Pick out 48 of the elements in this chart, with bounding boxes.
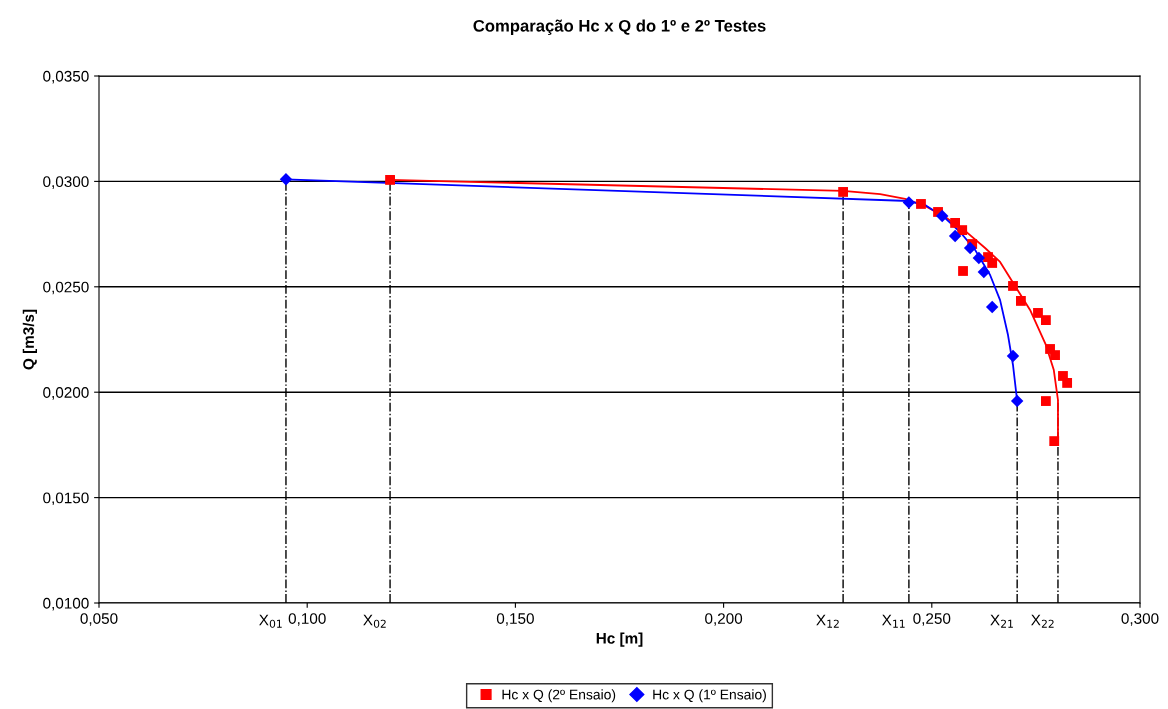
y-tick-label: 0,0150 [43,492,89,506]
point [1016,296,1026,306]
legend-label: Hc x Q (1º Ensaio) [653,689,766,703]
x-tick-label: 0,200 [705,613,743,626]
y-axis-title: Q [m3/s] [22,309,37,370]
x-tick-label: 0,100 [288,613,326,626]
point [936,209,949,223]
ref-line-label: X$_{02}$ [363,614,386,628]
point [963,241,977,255]
x-tick-label: 0,250 [913,613,951,626]
y-tick-label: 0,0250 [43,281,89,295]
y-tick-label: 0,0200 [43,387,89,400]
y-tick-label: 0,0350 [43,70,89,84]
x-tick-label: 0,050 [80,613,118,626]
point [385,175,395,185]
y-tick-label: 0,0300 [43,176,89,189]
x-tick-label: 0,150 [496,613,534,626]
point [977,265,991,279]
point [1062,378,1073,388]
point [1010,394,1024,408]
point [916,199,926,209]
legend-label: Hc x Q (2º Ensaio) [502,689,616,703]
x-axis-title: Hc [m] [596,632,643,647]
point [1006,349,1020,363]
point [902,196,916,209]
point [957,225,968,235]
point [1040,315,1051,326]
point [1050,350,1060,361]
ref-line-label: X$_{01}$ [259,614,282,628]
point [1008,281,1018,291]
point [279,173,293,186]
y-tick-label: 0,0100 [43,597,89,611]
chart-title: Comparação Hc x Q do 1º e 2º Testes [473,19,766,36]
point [1033,308,1043,318]
point [972,251,986,265]
point [838,187,849,197]
ref-line-label: X$_{11}$ [882,614,905,628]
point [987,258,998,268]
point [948,229,962,243]
ref-line-label: X$_{21}$ [990,614,1013,628]
point [1040,396,1051,406]
point [958,266,968,276]
point [1049,436,1060,447]
point [950,218,961,228]
point [985,300,999,314]
ref-line-label: X$_{12}$ [816,614,839,628]
x-tick-label: 0,300 [1121,613,1159,626]
ref-line-label: X$_{22}$ [1031,614,1054,628]
